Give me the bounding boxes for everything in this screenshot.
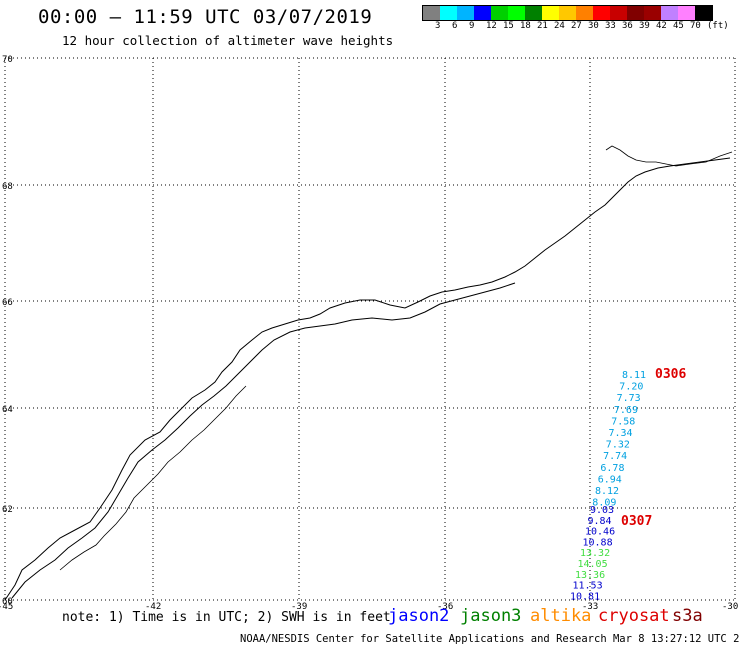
- color-swatch: [593, 6, 610, 20]
- wave-height-value: 7.58: [611, 416, 635, 427]
- color-scale-label: 24: [554, 21, 565, 31]
- credit-line: NOAA/NESDIS Center for Satellite Applica…: [240, 633, 740, 645]
- wave-height-value: 7.20: [619, 382, 643, 393]
- wave-height-value: 8.12: [595, 486, 619, 497]
- latitude-label: 64: [2, 405, 13, 415]
- wave-height-value: 9.03: [590, 505, 614, 516]
- color-scale-label: 6: [452, 21, 458, 31]
- wave-height-value: 7.34: [609, 428, 633, 439]
- wave-height-value: 9.84: [588, 516, 612, 527]
- color-scale-label: 12: [486, 21, 497, 31]
- color-swatch: [423, 6, 440, 20]
- color-scale-label: 27: [571, 21, 582, 31]
- wave-height-value: 13.36: [575, 570, 605, 581]
- pass-label: 0306: [655, 367, 686, 382]
- wave-height-value: 10.88: [583, 537, 613, 548]
- wave-height-value: 13.32: [580, 548, 610, 559]
- wave-height-value: 8.09: [592, 498, 616, 509]
- color-swatch: [457, 6, 474, 20]
- satellite-legend-item: jason3: [460, 606, 522, 626]
- latitude-label: 68: [2, 182, 13, 192]
- color-swatch: [610, 6, 627, 20]
- latitude-label: 70: [2, 55, 13, 65]
- wave-height-value: 6.78: [600, 463, 624, 474]
- wave-height-value: 7.73: [617, 393, 641, 404]
- satellite-legend-item: jason2: [388, 606, 450, 626]
- color-swatch: [542, 6, 559, 20]
- longitude-label: -45: [0, 602, 13, 612]
- longitude-label: -42: [145, 602, 161, 612]
- wave-height-value: 10.46: [585, 527, 615, 538]
- wave-height-value: 6.94: [598, 474, 622, 485]
- wave-height-value: 11.53: [573, 581, 603, 592]
- color-scale-label: 15: [503, 21, 514, 31]
- pass-label: 0307: [621, 514, 652, 529]
- altimeter-track-0307: 9.039.8410.4610.8813.3214.0513.3611.5310…: [570, 505, 652, 602]
- altimeter-track-0306: 8.117.207.737.697.587.347.327.746.786.94…: [592, 367, 686, 509]
- color-swatch: [559, 6, 576, 20]
- color-swatch: [440, 6, 457, 20]
- latitude-label: 60: [2, 597, 13, 607]
- color-scale-label: 39: [639, 21, 650, 31]
- page-title: 00:00 – 11:59 UTC 03/07/2019: [38, 6, 373, 28]
- wave-height-value: 7.32: [606, 440, 630, 451]
- lat-lon-grid: 70 68 66 64 62 60-45 -42 -39 -36 -33 -30: [0, 55, 738, 612]
- color-scale-label: 45: [673, 21, 684, 31]
- color-scale-label: 30: [588, 21, 599, 31]
- color-swatch: [661, 6, 678, 20]
- coastline-northeast: [605, 145, 733, 167]
- satellite-legend-item: altika: [530, 606, 592, 626]
- color-swatch: [678, 6, 695, 20]
- color-scale-label: (ft): [707, 21, 729, 31]
- satellite-legend-item: s3a: [672, 606, 703, 626]
- color-scale-label: 70: [690, 21, 701, 31]
- color-swatch: [525, 6, 542, 20]
- color-swatch: [508, 6, 525, 20]
- latitude-label: 62: [2, 505, 13, 515]
- wave-height-value: 7.69: [614, 405, 638, 416]
- color-scale-label: 9: [469, 21, 475, 31]
- wave-height-value: 10.81: [570, 591, 600, 602]
- longitude-label: -33: [582, 602, 598, 612]
- color-scale-label: 18: [520, 21, 531, 31]
- color-scale-bar: [422, 5, 713, 21]
- page-subtitle: 12 hour collection of altimeter wave hei…: [62, 33, 394, 48]
- wave-height-value: 14.05: [578, 559, 608, 570]
- greenland-coastline: [4, 157, 731, 601]
- latitude-label: 66: [2, 298, 13, 308]
- wave-height-value: 8.11: [622, 370, 646, 381]
- wave-height-value: 7.74: [603, 451, 627, 462]
- satellite-legend-item: cryosat: [598, 606, 670, 626]
- longitude-label: -30: [722, 602, 738, 612]
- longitude-label: -36: [437, 602, 453, 612]
- color-swatch: [576, 6, 593, 20]
- footer-note: note: 1) Time is in UTC; 2) SWH is in fe…: [62, 610, 391, 625]
- color-scale-label: 36: [622, 21, 633, 31]
- color-swatch: [644, 6, 661, 20]
- color-scale-label: 3: [435, 21, 441, 31]
- color-swatch: [627, 6, 644, 20]
- color-swatch: [491, 6, 508, 20]
- color-scale-label: 33: [605, 21, 616, 31]
- color-swatch: [474, 6, 491, 20]
- color-scale-labels: 3 6 9 12 15 18 21 24 27 30 33 36 39 42 45 70 (ft): [422, 21, 740, 33]
- coastline-inner-detail: [11, 282, 516, 599]
- color-scale-label: 42: [656, 21, 667, 31]
- coastline-fjords: [59, 385, 247, 571]
- color-swatch: [695, 6, 712, 20]
- color-scale-label: 21: [537, 21, 548, 31]
- longitude-label: -39: [291, 602, 307, 612]
